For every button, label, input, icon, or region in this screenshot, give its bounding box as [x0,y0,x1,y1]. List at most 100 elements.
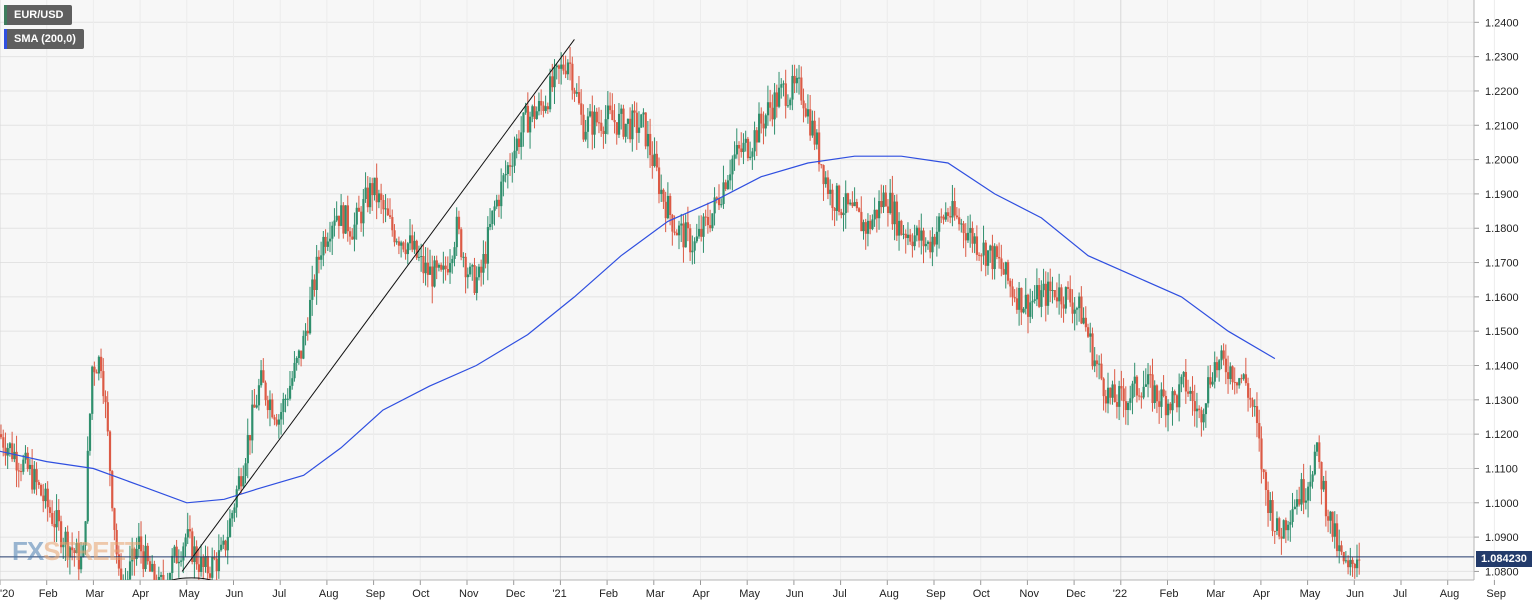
candle-body [177,561,181,564]
candle-body [1100,363,1103,379]
candle-body [142,551,145,570]
candle-body [20,471,23,473]
candle-body [851,202,854,207]
candle-body [1006,262,1010,281]
candle-body [744,138,747,143]
candle-body [242,476,245,487]
legend-sma[interactable]: SMA (200,0) [4,29,84,49]
candle-body [1167,403,1170,416]
candle-body [1142,386,1145,398]
candle-body [1029,302,1032,317]
candle-body [233,507,236,513]
series-layer [0,39,1361,580]
candle-body [200,556,203,572]
candle-body [1140,396,1143,398]
candle-body [860,211,863,232]
candle-body [826,177,830,194]
candle-body [795,77,799,84]
candle-body [1182,371,1185,377]
candle-body [302,335,305,359]
candle-body [1229,366,1232,379]
candle-body [1338,545,1341,552]
candle-body [108,431,112,472]
candle-body [858,208,861,212]
candle-body [11,443,14,460]
candle-body [526,105,530,133]
candle-body [1062,304,1065,309]
candle-body [1240,378,1243,380]
candle-body [684,222,687,248]
candle-body [248,435,252,441]
candle-body [660,189,663,195]
candle-body [264,382,267,401]
candle-body [726,180,730,190]
candle-body [1162,389,1165,396]
x-tick-label: May [1300,588,1321,600]
candle-body [517,138,521,148]
candle-body [1107,387,1110,404]
candle-body [324,236,327,247]
candle-body [1220,350,1223,361]
candle-body [864,222,867,234]
candle-body [455,216,458,248]
candle-body [742,142,745,153]
candle-body [855,201,859,209]
candle-body [313,279,316,291]
candle-body [824,177,827,185]
candle-body [1347,560,1350,568]
candle-body [62,544,65,548]
candle-body [480,266,483,273]
candle-body [580,103,583,115]
candle-body [1244,374,1248,384]
candle-body [1102,378,1105,397]
candle-body [520,132,523,148]
candle-body [311,279,314,300]
candle-body [924,243,927,247]
candle-body [593,111,596,135]
candle-body [680,223,683,226]
candle-body [84,521,87,546]
candle-body [760,113,763,124]
candle-body [589,111,592,117]
candle-body [180,560,183,562]
x-tick-label: Aug [879,588,899,600]
candle-body [784,83,787,106]
candle-body [291,378,294,386]
candle-body [973,236,976,244]
candle-body [133,548,136,560]
candle-body [1275,518,1279,531]
candle-body [793,75,796,84]
y-tick-label: 1.2200 [1485,86,1519,98]
candle-body [131,548,134,562]
candle-body [113,508,116,530]
legend-symbol[interactable]: EUR/USD [4,5,72,25]
candle-body [1171,391,1174,411]
candle-body [160,574,163,577]
x-tick-label: May [739,588,760,600]
y-tick-label: 1.1600 [1485,292,1519,304]
candle-body [557,65,561,69]
candle-body [929,241,932,253]
x-tick-label: Feb [39,588,58,600]
candle-body [1135,376,1139,396]
candle-body [622,108,625,137]
candle-body [331,225,334,239]
candle-body [1075,308,1079,310]
candle-body [1058,287,1061,302]
x-tick-label: Aug [319,588,339,600]
candle-body [935,231,939,245]
candle-body [1195,408,1199,412]
candle-body [257,385,261,406]
candle-body [273,417,276,420]
candle-body [491,210,494,224]
candle-body [420,256,423,258]
candle-body [71,547,74,551]
y-tick-label: 1.1200 [1485,429,1519,441]
y-tick-label: 1.1800 [1485,223,1519,235]
candle-body [451,258,454,264]
candle-body [497,199,501,207]
candle-body [882,192,885,208]
x-tick-label: Mar [646,588,665,600]
candle-body [373,177,376,196]
